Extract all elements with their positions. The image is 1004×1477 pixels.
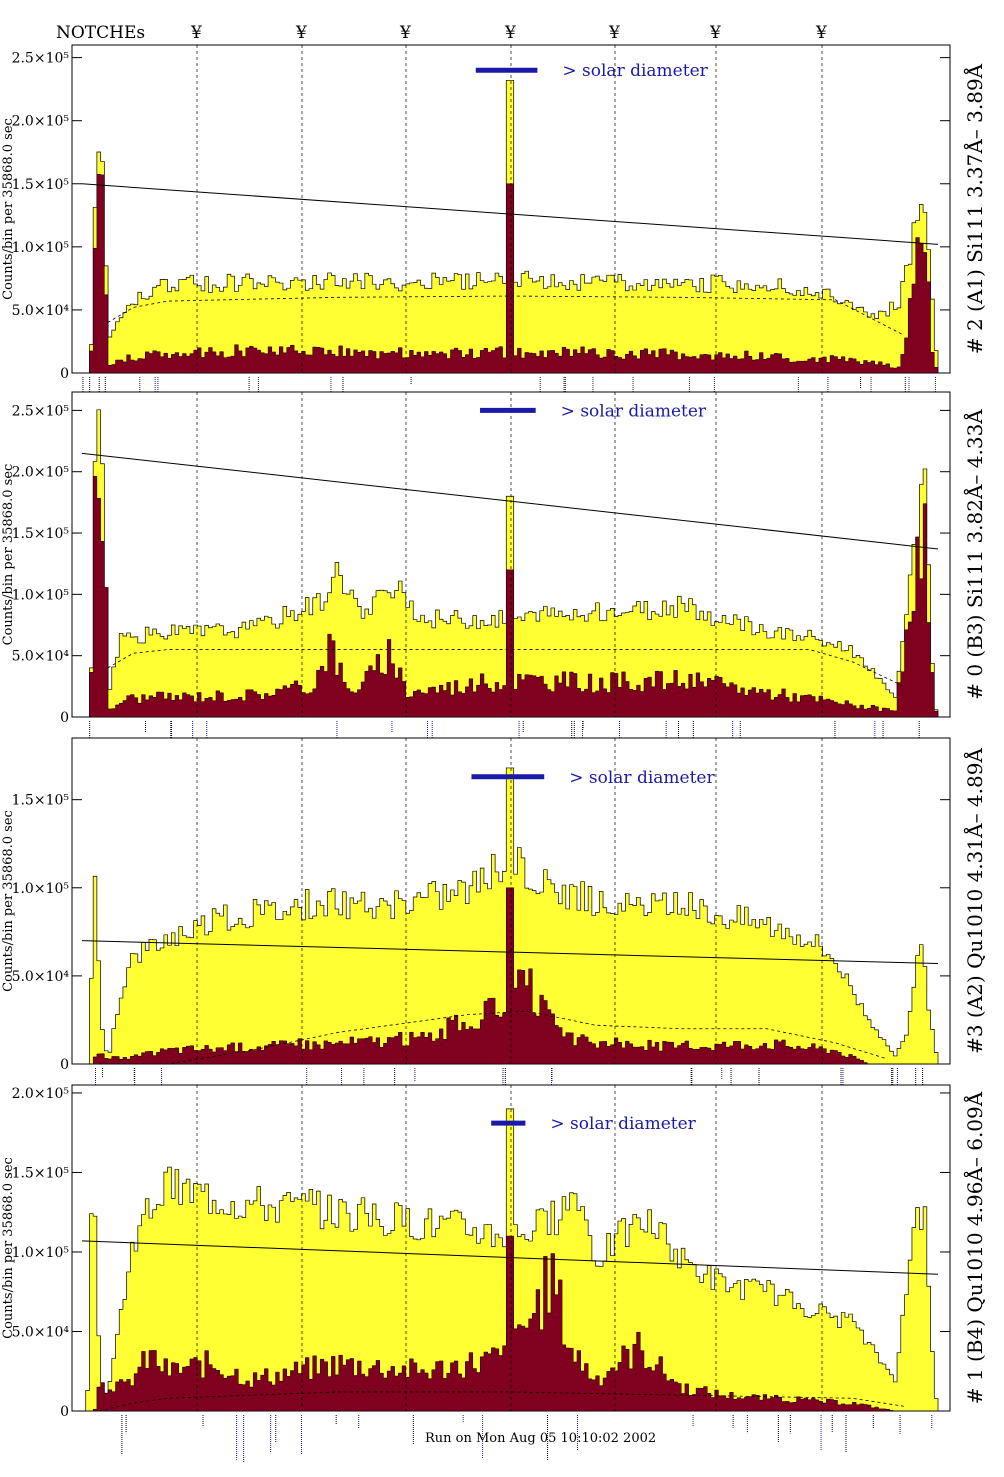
panels: 0 5.0×10⁴ 1.0×10⁵ 1.5×10⁵ 2.0×10⁵ 2.5×10⁵ Coun…: [1, 44, 987, 1463]
y-tick-label: 1.0×10⁵: [12, 587, 70, 603]
detector-label: # 2 (A1) Si111 3.37Å– 3.89Å: [962, 63, 987, 354]
panel-2: 0 5.0×10⁴ 1.0×10⁵ 1.5×10⁵ 2.0×10⁵ 2.5×10⁵ Coun…: [1, 391, 987, 768]
fit-line: [81, 183, 939, 245]
y-tick-label: 5.0×10⁴: [12, 303, 70, 319]
y-tick-label: 1.5×10⁵: [12, 177, 70, 193]
y-tick-label: 2.0×10⁵: [12, 465, 70, 481]
counts-histogram-inner: [82, 1235, 938, 1412]
y-tick-label: 1.0×10⁵: [12, 240, 70, 256]
y-tick-label: 1.5×10⁵: [12, 793, 70, 809]
notch-symbol: ¥: [815, 23, 827, 43]
panel-4: 0 5.0×10⁴ 1.0×10⁵ 1.5×10⁵ 2.0×10⁵ Counts/bin …: [1, 1084, 987, 1463]
solar-diameter-label: > solar diameter: [562, 61, 708, 81]
background-curve: [107, 649, 904, 687]
y-tick-label: 0: [60, 366, 69, 382]
notch-symbol: ¥: [608, 23, 620, 43]
y-tick-label: 5.0×10⁴: [12, 1324, 70, 1340]
y-axis-label: Counts/bin per 35868.0 sec: [1, 1157, 16, 1339]
y-tick-label: 1.0×10⁵: [12, 1245, 70, 1261]
y-tick-label: 5.0×10⁴: [12, 649, 70, 665]
solar-diameter-label: > solar diameter: [569, 768, 715, 788]
run-footer: Run on Mon Aug 05 10:10:02 2002: [425, 1431, 656, 1446]
notch-markers: ¥ ¥ ¥ ¥ ¥ ¥ ¥: [190, 23, 827, 43]
notch-symbol: ¥: [504, 23, 516, 43]
background-curve: [99, 1391, 904, 1412]
panel-1: 0 5.0×10⁴ 1.0×10⁵ 1.5×10⁵ 2.0×10⁵ 2.5×10⁵ Coun…: [1, 44, 987, 425]
y-tick-label: 2.5×10⁵: [12, 403, 70, 419]
y-tick-label: 2.5×10⁵: [12, 51, 70, 67]
notch-symbol: ¥: [190, 23, 202, 43]
solar-diameter-label: > solar diameter: [550, 1114, 696, 1134]
detector-label: # 1 (B4) Qu1010 4.96Å– 6.09Å: [962, 1091, 987, 1404]
detector-label: # 0 (B3) Si111 3.82Å– 4.33Å: [962, 409, 987, 700]
notch-symbol: ¥: [709, 23, 721, 43]
y-tick-label: 0: [60, 1057, 69, 1073]
y-axis-label: Counts/bin per 35868.0 sec: [1, 118, 16, 300]
background-curve: [99, 1010, 887, 1065]
fit-line: [81, 940, 939, 965]
notch-symbol: ¥: [399, 23, 411, 43]
counts-histogram-inner: [82, 887, 938, 1065]
counts-histogram-inner: [82, 475, 939, 718]
solar-diameter-label: > solar diameter: [561, 401, 707, 421]
y-axis-label: Counts/bin per 35868.0 sec: [1, 810, 16, 992]
y-tick-label: 1.0×10⁵: [12, 881, 70, 897]
fit-line: [81, 1240, 939, 1275]
y-axis-label: Counts/bin per 35868.0 sec: [1, 464, 16, 646]
y-tick-label: 0: [60, 710, 69, 726]
counts-histogram-inner: [82, 174, 939, 374]
y-tick-label: 0: [60, 1404, 69, 1420]
y-tick-label: 2.0×10⁵: [12, 114, 70, 130]
y-tick-label: 5.0×10⁴: [12, 969, 70, 985]
y-tick-label: 2.0×10⁵: [12, 1086, 70, 1102]
notch-symbol: ¥: [295, 23, 307, 43]
y-tick-label: 1.5×10⁵: [12, 1165, 70, 1181]
detector-label: #3 (A2) Qu1010 4.31Å– 4.89Å: [962, 748, 987, 1054]
counts-histogram-outer: [82, 409, 939, 718]
y-tick-label: 1.5×10⁵: [12, 526, 70, 542]
fit-line: [81, 452, 939, 550]
notches-label: NOTCHEs: [56, 23, 145, 43]
